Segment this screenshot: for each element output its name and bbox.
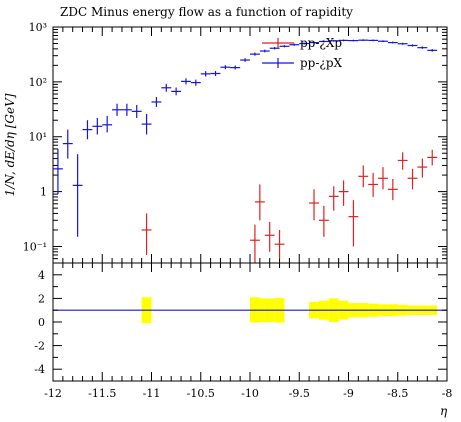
chart-legend: pp-¿Xp pp-¿pX bbox=[262, 36, 343, 70]
data-point bbox=[318, 205, 329, 237]
data-point bbox=[250, 224, 260, 263]
data-point bbox=[328, 39, 339, 42]
ratio-tick-label: 2 bbox=[38, 292, 45, 305]
data-point bbox=[131, 104, 142, 118]
legend-item: pp-¿pX bbox=[262, 56, 343, 70]
data-point bbox=[240, 58, 250, 62]
data-point bbox=[397, 152, 408, 170]
data-point bbox=[387, 178, 398, 201]
data-point bbox=[112, 103, 122, 116]
data-point bbox=[269, 47, 280, 50]
data-point bbox=[62, 129, 73, 159]
chart-title: ZDC Minus energy flow as a function of r… bbox=[60, 5, 353, 19]
series-1 bbox=[141, 149, 438, 263]
data-point bbox=[82, 120, 93, 140]
x-tick-label: -12 bbox=[44, 387, 62, 400]
data-point bbox=[141, 213, 152, 255]
data-point bbox=[254, 184, 265, 221]
ratio-tick-label: -2 bbox=[34, 340, 45, 353]
main-plot-frame bbox=[52, 26, 448, 264]
x-tick-label: -8.5 bbox=[387, 387, 408, 400]
data-point bbox=[181, 78, 191, 85]
ratio-tick-label: 4 bbox=[38, 269, 45, 282]
data-point bbox=[121, 103, 132, 116]
y-tick-label: 10¹ bbox=[29, 131, 47, 144]
data-point bbox=[299, 42, 310, 45]
data-point bbox=[259, 49, 270, 53]
data-point bbox=[220, 65, 231, 70]
data-point bbox=[338, 39, 349, 42]
series-2 bbox=[53, 39, 438, 237]
data-point bbox=[338, 180, 349, 206]
data-point bbox=[309, 41, 319, 44]
data-point bbox=[417, 158, 428, 178]
y-tick-label: 10² bbox=[29, 76, 47, 89]
y-tick-label: 1 bbox=[40, 186, 47, 199]
ratio-plot-panel: 4 2 0 -2 -4 bbox=[34, 262, 448, 382]
data-point bbox=[102, 115, 113, 133]
x-tick-label: -10 bbox=[241, 387, 259, 400]
data-point bbox=[378, 167, 388, 190]
legend-label: pp-¿pX bbox=[300, 56, 343, 70]
data-point bbox=[161, 83, 172, 92]
data-point bbox=[378, 40, 388, 43]
data-point bbox=[358, 165, 369, 188]
data-point bbox=[397, 42, 408, 45]
x-axis-label: η bbox=[440, 404, 448, 418]
main-data-series bbox=[53, 39, 438, 263]
data-point bbox=[230, 65, 241, 70]
main-x-axis-ticks bbox=[52, 27, 448, 263]
data-point bbox=[72, 154, 83, 237]
ratio-y-axis-ticks: 4 2 0 -2 -4 bbox=[34, 262, 447, 382]
x-tick-label: -9.5 bbox=[289, 387, 310, 400]
data-point bbox=[368, 172, 379, 197]
data-point bbox=[368, 39, 379, 42]
data-point bbox=[151, 96, 162, 107]
data-point bbox=[328, 186, 339, 211]
x-tick-label: -9 bbox=[343, 387, 354, 400]
y-tick-label: 10³ bbox=[29, 21, 47, 34]
data-point bbox=[264, 221, 275, 252]
data-point bbox=[348, 200, 359, 247]
main-plot-panel: 10⁻¹ 1 10¹ 10² 10³ pp-¿Xp pp-¿pX bbox=[23, 21, 448, 264]
data-point bbox=[141, 113, 152, 135]
data-point bbox=[417, 46, 428, 49]
data-point bbox=[210, 70, 221, 76]
data-point bbox=[274, 229, 285, 259]
legend-label: pp-¿Xp bbox=[300, 36, 342, 50]
data-point bbox=[358, 39, 369, 42]
data-point bbox=[190, 79, 201, 86]
data-point bbox=[279, 45, 290, 48]
x-tick-label: -8 bbox=[442, 387, 453, 400]
data-point bbox=[407, 44, 418, 47]
ratio-tick-label: -4 bbox=[34, 363, 45, 376]
y-tick-label: 10⁻¹ bbox=[23, 240, 47, 253]
data-point bbox=[250, 52, 260, 56]
x-tick-label: -11.5 bbox=[88, 387, 116, 400]
ratio-tick-label: 0 bbox=[38, 316, 45, 329]
data-point bbox=[348, 39, 359, 42]
main-y-axis-ticks: 10⁻¹ 1 10¹ 10² 10³ bbox=[23, 21, 447, 260]
x-axis-tick-labels: -12 -11.5 -11 -10.5 -10 -9.5 -9 -8.5 -8 bbox=[44, 387, 452, 400]
data-point bbox=[407, 168, 418, 190]
data-point bbox=[53, 148, 63, 195]
legend-item: pp-¿Xp bbox=[262, 36, 342, 50]
y-axis-label: 1/N, dE/dη [GeV] bbox=[3, 93, 17, 196]
x-tick-label: -11 bbox=[143, 387, 161, 400]
data-point bbox=[387, 41, 398, 44]
data-point bbox=[427, 49, 438, 52]
data-point bbox=[289, 43, 300, 46]
data-point bbox=[171, 87, 182, 96]
data-point bbox=[92, 117, 103, 135]
data-point bbox=[309, 189, 319, 221]
data-point bbox=[200, 71, 211, 77]
data-point bbox=[427, 149, 438, 166]
ratio-x-axis-ticks bbox=[52, 263, 448, 381]
data-point bbox=[318, 40, 329, 43]
x-tick-label: -10.5 bbox=[187, 387, 215, 400]
